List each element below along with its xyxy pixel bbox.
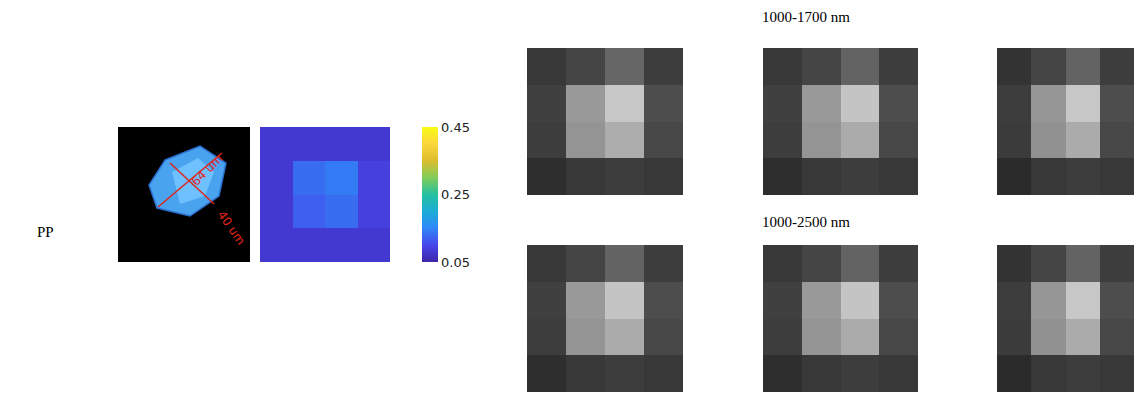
svg-text:64 um: 64 um bbox=[189, 151, 226, 188]
svg-text:0.05: 0.05 bbox=[441, 255, 470, 270]
svg-text:0.45: 0.45 bbox=[441, 120, 470, 135]
svg-text:1000-1700 nm: 1000-1700 nm bbox=[762, 9, 850, 25]
svg-text:40 um: 40 um bbox=[215, 208, 248, 247]
svg-text:1000-2500 nm: 1000-2500 nm bbox=[762, 214, 850, 230]
svg-text:0.25: 0.25 bbox=[441, 187, 470, 202]
svg-text:PP: PP bbox=[37, 224, 54, 240]
